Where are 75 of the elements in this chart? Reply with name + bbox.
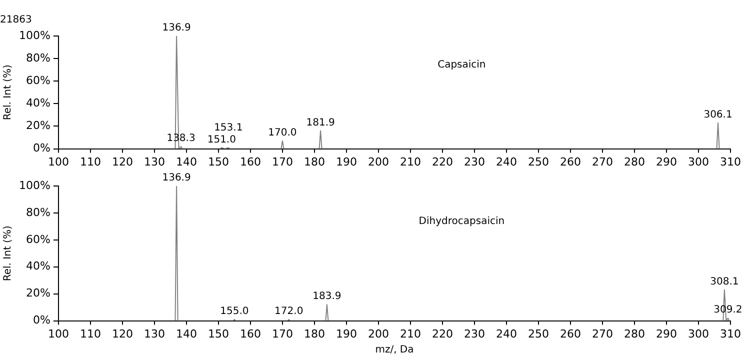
x-tick-label: 150	[208, 327, 229, 340]
x-tick-label: 260	[560, 155, 581, 168]
x-tick-label: 310	[720, 327, 741, 340]
annotation: Capsaicin	[438, 59, 486, 70]
x-tick-label: 190	[336, 327, 357, 340]
x-tick-label: 290	[656, 155, 677, 168]
x-tick-label: 310	[720, 155, 741, 168]
annotation: 136.9	[162, 22, 191, 34]
x-tick-label: 300	[688, 155, 709, 168]
annotation: 181.9	[306, 117, 335, 128]
y-tick-label: 0%	[32, 314, 50, 327]
x-tick-label: 250	[528, 327, 549, 340]
annotation: 306.1	[704, 109, 732, 120]
annotation: 308.1	[710, 276, 739, 288]
y-tick-label: 40%	[26, 96, 50, 110]
annotation: 153.1	[214, 122, 243, 134]
x-tick-label: 220	[432, 155, 453, 168]
y-tick-label: 40%	[26, 260, 50, 273]
annotation: 138.3	[166, 133, 196, 144]
x-tick-label: 100	[48, 327, 69, 340]
x-tick-label: 100	[48, 155, 69, 168]
x-tick-label: 190	[336, 155, 357, 168]
x-tick-label: 240	[496, 327, 517, 340]
x-axis-title: mz/, Da	[375, 344, 414, 356]
annotation: 183.9	[312, 291, 342, 302]
x-tick-label: 240	[496, 155, 517, 168]
y-tick-label: 0%	[32, 142, 50, 155]
x-tick-label: 180	[304, 327, 325, 340]
y-axis-title: Rel. Int (%)	[2, 226, 14, 282]
annotation: 172.0	[274, 306, 304, 318]
x-tick-label: 120	[112, 155, 133, 168]
x-tick-label: 270	[592, 155, 613, 168]
annotation: 309.2	[714, 304, 742, 316]
annotation: 170.0	[268, 128, 297, 138]
x-tick-label: 110	[80, 155, 101, 168]
x-tick-label: 250	[528, 155, 549, 168]
chart-title: 21863	[0, 14, 32, 26]
x-tick-label: 130	[144, 155, 165, 168]
x-tick-label: 200	[368, 327, 389, 340]
x-tick-label: 150	[208, 155, 229, 168]
y-tick-label: 20%	[26, 119, 50, 132]
x-tick-label: 140	[176, 155, 197, 168]
annotation: 155.0	[220, 306, 249, 318]
x-tick-label: 120	[112, 327, 133, 340]
annotation: 136.9	[162, 172, 191, 184]
x-tick-label: 230	[464, 155, 485, 168]
x-tick-label: 130	[144, 327, 165, 340]
y-tick-label: 80%	[26, 51, 50, 64]
x-tick-label: 300	[688, 327, 709, 340]
y-tick-label: 60%	[26, 232, 50, 246]
x-tick-label: 260	[560, 327, 581, 340]
x-tick-label: 280	[624, 327, 645, 340]
y-tick-label: 60%	[26, 74, 50, 87]
y-tick-label: 100%	[18, 28, 50, 42]
x-tick-label: 270	[592, 327, 613, 340]
x-tick-label: 160	[240, 327, 261, 340]
x-tick-label: 170	[272, 327, 293, 340]
x-tick-label: 180	[304, 155, 325, 168]
x-tick-label: 110	[80, 327, 101, 340]
x-tick-label: 140	[176, 327, 197, 340]
x-tick-label: 220	[432, 327, 453, 340]
y-tick-label: 80%	[26, 206, 50, 219]
x-tick-label: 160	[240, 155, 261, 168]
x-tick-label: 290	[656, 327, 677, 340]
y-tick-label: 20%	[26, 286, 50, 300]
x-tick-label: 170	[272, 155, 293, 168]
x-tick-label: 210	[400, 155, 421, 168]
x-tick-label: 200	[368, 155, 389, 168]
x-tick-label: 230	[464, 327, 485, 340]
y-tick-label: 100%	[18, 178, 50, 192]
annotation: 151.0	[207, 134, 236, 146]
x-tick-label: 210	[400, 327, 421, 340]
annotation: Dihydrocapsaicin	[418, 216, 505, 228]
x-tick-label: 280	[624, 155, 645, 168]
y-axis-title: Rel. Int (%)	[2, 64, 14, 120]
